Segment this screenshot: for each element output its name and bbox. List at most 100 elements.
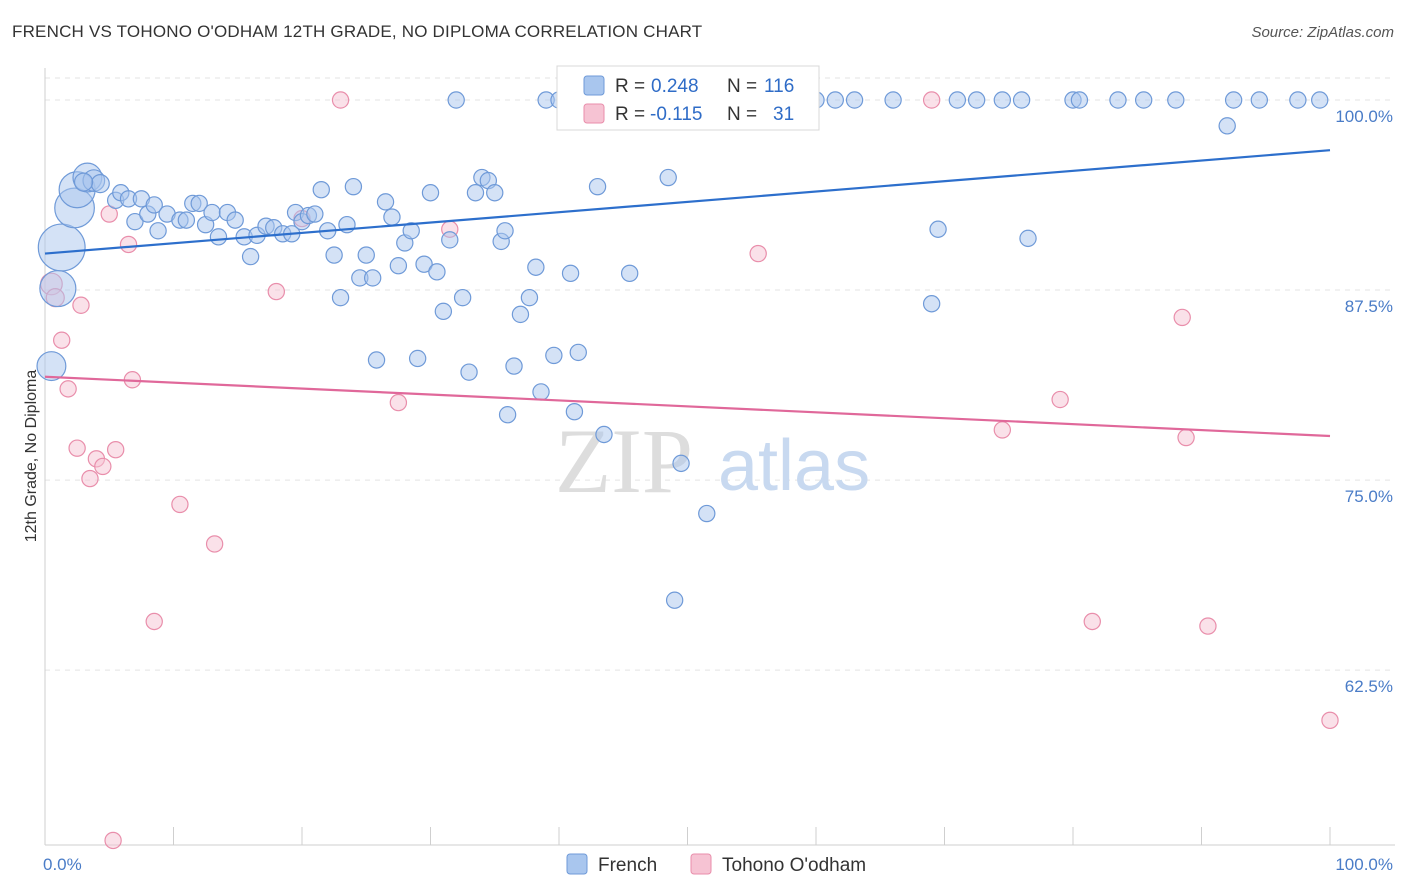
watermark: ZIP atlas bbox=[555, 410, 870, 512]
french-point bbox=[588, 177, 607, 196]
french-point bbox=[505, 357, 523, 375]
french-point bbox=[595, 425, 613, 444]
french-point bbox=[569, 343, 587, 362]
legend-r-label: R = bbox=[615, 104, 645, 125]
french-point bbox=[325, 246, 343, 264]
french-point bbox=[1167, 91, 1185, 109]
chart-title: FRENCH VS TOHONO O'ODHAM 12TH GRADE, NO … bbox=[12, 22, 703, 41]
french-point bbox=[90, 174, 110, 194]
bottom-legend-tohono: Tohono O'odham bbox=[722, 855, 866, 876]
legend-tohono-swatch bbox=[583, 103, 605, 124]
french-point bbox=[565, 402, 584, 421]
french-trend-line bbox=[44, 149, 1331, 255]
french-point bbox=[145, 196, 163, 214]
bottom-legend-tohono-swatch bbox=[690, 853, 712, 875]
french-point bbox=[331, 288, 350, 307]
french-point bbox=[389, 257, 408, 275]
y-tick-label: 62.5% bbox=[1345, 677, 1393, 696]
watermark-atlas: atlas bbox=[718, 426, 870, 506]
french-point bbox=[532, 383, 550, 401]
french-point bbox=[496, 222, 514, 240]
french-point bbox=[73, 172, 94, 192]
french-point bbox=[545, 346, 563, 365]
french-point bbox=[967, 91, 986, 109]
french-point bbox=[826, 91, 844, 109]
legend: R = 0.248 N = 116 R = -0.115 N = 31 bbox=[556, 65, 820, 131]
french-point bbox=[1019, 229, 1037, 248]
tohono-point bbox=[81, 469, 99, 488]
tohono-point bbox=[171, 495, 189, 514]
x-tick-label: 100.0% bbox=[1335, 855, 1393, 874]
french-point bbox=[498, 406, 517, 424]
tohono-point bbox=[104, 831, 122, 850]
y-axis-label: 12th Grade, No Diploma bbox=[23, 370, 40, 543]
french-point bbox=[845, 91, 864, 109]
tohono-point bbox=[1083, 612, 1101, 631]
french-point bbox=[357, 246, 375, 264]
french-point bbox=[1289, 91, 1307, 109]
tohono-point bbox=[53, 331, 71, 349]
tohono-point bbox=[145, 612, 163, 631]
tohono-point bbox=[993, 421, 1012, 439]
french-point bbox=[39, 269, 77, 308]
french-point bbox=[993, 91, 1012, 109]
tohono-point bbox=[205, 535, 224, 553]
axes bbox=[44, 68, 1395, 846]
french-point bbox=[1250, 91, 1269, 109]
legend-r-value: 0.248 bbox=[651, 76, 699, 97]
french-point bbox=[511, 305, 530, 324]
french-point bbox=[367, 351, 386, 369]
french-point bbox=[698, 504, 716, 523]
french-point bbox=[177, 211, 196, 229]
french-point bbox=[383, 208, 401, 226]
tohono-point bbox=[119, 235, 138, 254]
french-point bbox=[453, 288, 472, 307]
gridlines bbox=[45, 77, 1395, 671]
y-tick-label: 87.5% bbox=[1345, 297, 1393, 316]
source-label: Source: ZipAtlas.com bbox=[1251, 24, 1394, 41]
legend-n-label: N = bbox=[727, 76, 757, 97]
french-point bbox=[226, 211, 244, 229]
french-point bbox=[1224, 91, 1243, 109]
tohono-point bbox=[922, 91, 941, 109]
tohono-point bbox=[59, 380, 77, 398]
tohono-point bbox=[1177, 428, 1195, 447]
french-point bbox=[37, 223, 86, 272]
french-point bbox=[203, 203, 221, 222]
french-point bbox=[1311, 91, 1329, 109]
french-points bbox=[36, 91, 1329, 609]
french-point bbox=[884, 91, 902, 109]
french-point bbox=[209, 228, 228, 246]
french-point bbox=[620, 264, 639, 283]
french-point bbox=[306, 205, 324, 223]
french-point bbox=[1070, 91, 1089, 109]
french-point bbox=[428, 263, 446, 281]
french-point bbox=[241, 247, 260, 266]
legend-r-value: -0.115 bbox=[650, 104, 702, 125]
tohono-point bbox=[72, 296, 90, 314]
tohono-trend-line bbox=[44, 375, 1331, 438]
french-point bbox=[36, 351, 67, 382]
tohono-point bbox=[1173, 308, 1191, 327]
french-point bbox=[665, 591, 684, 609]
y-tick-labels: 62.5% 75.0% 87.5% 100.0% bbox=[1335, 107, 1393, 696]
x-tick-labels: 0.0% 100.0% bbox=[43, 855, 1393, 874]
tohono-point bbox=[267, 282, 285, 301]
french-point bbox=[527, 258, 545, 276]
tohono-point bbox=[1199, 617, 1217, 635]
bottom-legend: French Tohono O'odham bbox=[566, 853, 866, 876]
french-point bbox=[415, 255, 433, 273]
legend-r-label: R = bbox=[615, 76, 645, 97]
y-tick-label: 75.0% bbox=[1345, 487, 1393, 506]
legend-n-label: N = bbox=[727, 104, 757, 125]
french-point bbox=[190, 194, 208, 213]
french-point bbox=[948, 91, 967, 109]
french-point bbox=[363, 269, 382, 287]
legend-french-swatch bbox=[583, 75, 605, 96]
trend-lines bbox=[44, 149, 1331, 438]
tohono-point bbox=[106, 440, 125, 459]
french-point bbox=[312, 181, 330, 199]
tohono-point bbox=[1321, 711, 1339, 730]
french-point bbox=[1012, 91, 1031, 109]
